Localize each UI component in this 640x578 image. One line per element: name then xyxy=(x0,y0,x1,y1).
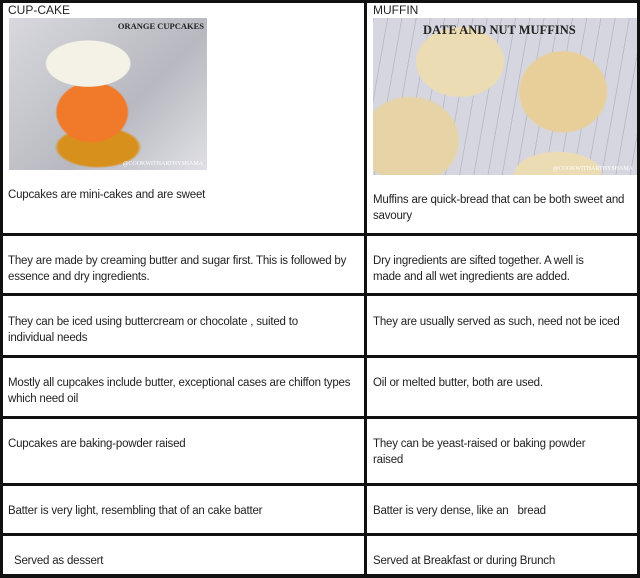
muffin-cell: Served at Breakfast or during Brunch xyxy=(373,555,556,567)
muffin-cell: Muffins are quick-bread that can be both… xyxy=(373,194,625,222)
muffin-cell: Batter is very dense, like an bread xyxy=(373,505,546,517)
table-border-top xyxy=(0,0,640,3)
row-divider xyxy=(0,533,640,536)
orange-cupcake-photo: ORANGE CUPCAKES @COOKWITHARTHYSHAMA xyxy=(9,18,207,170)
cupcake-cell: Mostly all cupcakes include butter, exce… xyxy=(8,377,351,405)
table-border-right xyxy=(637,0,640,578)
row-divider xyxy=(0,483,640,486)
column-divider xyxy=(364,0,367,578)
photo-watermark: @COOKWITHARTHYSHAMA xyxy=(552,166,633,172)
cupcake-cell: Served as dessert xyxy=(14,555,104,567)
photo-title: ORANGE CUPCAKES xyxy=(117,21,204,31)
row-divider xyxy=(0,233,640,236)
table-border-bottom xyxy=(0,574,640,578)
photo-title: DATE AND NUT MUFFINS xyxy=(423,23,576,37)
header-muffin: MUFFIN xyxy=(373,3,419,17)
muffin-cell: Oil or melted butter, both are used. xyxy=(373,377,543,389)
header-cupcake: CUP-CAKE xyxy=(8,3,71,17)
cupcake-cell: Cupcakes are baking-powder raised xyxy=(8,438,186,450)
date-nut-muffin-photo: DATE AND NUT MUFFINS @COOKWITHARTHYSHAMA xyxy=(373,18,637,175)
muffin-cell: They can be yeast-raised or baking powde… xyxy=(373,438,586,466)
row-divider xyxy=(0,293,640,296)
cupcake-cell: They can be iced using buttercream or ch… xyxy=(8,316,298,344)
muffin-cell: They are usually served as such, need no… xyxy=(373,316,620,328)
cupcake-cell: They are made by creaming butter and sug… xyxy=(8,255,347,283)
row-divider xyxy=(0,355,640,358)
cupcake-cell: Cupcakes are mini-cakes and are sweet xyxy=(8,189,206,201)
photo-watermark: @COOKWITHARTHYSHAMA xyxy=(122,161,203,167)
cupcake-cell: Batter is very light, resembling that of… xyxy=(8,505,263,517)
muffin-cell: Dry ingredients are sifted together. A w… xyxy=(373,255,584,283)
table-border-left xyxy=(0,0,3,578)
row-divider xyxy=(0,416,640,419)
